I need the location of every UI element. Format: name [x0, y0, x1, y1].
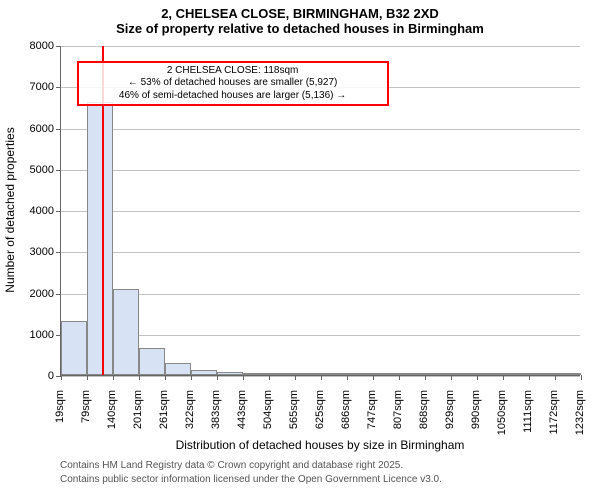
- footer-copyright-1: Contains HM Land Registry data © Crown c…: [60, 460, 403, 471]
- y-axis-label: Number of detached properties: [3, 100, 17, 320]
- histogram-bar: [529, 373, 555, 375]
- xtick-label: 686sqm: [340, 390, 352, 440]
- ytick-mark: [56, 294, 61, 295]
- annotation-line1: 2 CHELSEA CLOSE: 118sqm: [85, 65, 381, 78]
- chart-title-line2: Size of property relative to detached ho…: [0, 21, 600, 40]
- xtick-mark: [165, 375, 166, 380]
- xtick-label: 1172sqm: [548, 390, 560, 440]
- xtick-label: 1111sqm: [522, 390, 534, 440]
- xtick-label: 322sqm: [184, 390, 196, 440]
- histogram-bar: [503, 373, 529, 375]
- histogram-bar: [347, 373, 373, 375]
- histogram-bar: [321, 373, 347, 375]
- histogram-bar: [477, 373, 503, 375]
- xtick-mark: [61, 375, 62, 380]
- ytick-label: 8000: [30, 40, 54, 52]
- xtick-label: 504sqm: [262, 390, 274, 440]
- ytick-label: 7000: [30, 81, 54, 93]
- histogram-bar: [451, 373, 477, 375]
- ytick-mark: [56, 87, 61, 88]
- xtick-mark: [503, 375, 504, 380]
- xtick-mark: [217, 375, 218, 380]
- xtick-mark: [581, 375, 582, 380]
- annotation-line2: ← 53% of detached houses are smaller (5,…: [85, 77, 381, 90]
- xtick-label: 747sqm: [366, 390, 378, 440]
- histogram-bar: [113, 289, 139, 375]
- gridline: [61, 170, 580, 171]
- xtick-label: 19sqm: [54, 390, 66, 440]
- xtick-mark: [295, 375, 296, 380]
- xtick-mark: [243, 375, 244, 380]
- plot-area: 2 CHELSEA CLOSE: 118sqm← 53% of detached…: [60, 46, 580, 376]
- xtick-mark: [399, 375, 400, 380]
- xtick-mark: [425, 375, 426, 380]
- xtick-mark: [451, 375, 452, 380]
- xtick-label: 929sqm: [444, 390, 456, 440]
- footer-copyright-2: Contains public sector information licen…: [60, 474, 442, 485]
- xtick-label: 625sqm: [314, 390, 326, 440]
- ytick-label: 3000: [30, 246, 54, 258]
- histogram-bar: [61, 321, 87, 375]
- xtick-label: 807sqm: [392, 390, 404, 440]
- x-axis-label: Distribution of detached houses by size …: [60, 438, 580, 452]
- ytick-label: 0: [48, 370, 54, 382]
- xtick-mark: [477, 375, 478, 380]
- xtick-mark: [529, 375, 530, 380]
- histogram-bar: [399, 373, 425, 375]
- xtick-mark: [139, 375, 140, 380]
- histogram-bar: [87, 102, 113, 375]
- ytick-label: 1000: [30, 329, 54, 341]
- histogram-bar: [165, 363, 191, 375]
- xtick-mark: [87, 375, 88, 380]
- gridline: [61, 46, 580, 47]
- histogram-bar: [139, 348, 165, 375]
- histogram-bar: [217, 372, 243, 375]
- ytick-mark: [56, 46, 61, 47]
- xtick-label: 79sqm: [80, 390, 92, 440]
- xtick-label: 868sqm: [418, 390, 430, 440]
- ytick-mark: [56, 211, 61, 212]
- chart-container: 2, CHELSEA CLOSE, BIRMINGHAM, B32 2XD Si…: [0, 0, 600, 500]
- gridline: [61, 129, 580, 130]
- xtick-label: 261sqm: [158, 390, 170, 440]
- xtick-label: 565sqm: [288, 390, 300, 440]
- annotation-box: 2 CHELSEA CLOSE: 118sqm← 53% of detached…: [77, 61, 389, 107]
- histogram-bar: [373, 373, 399, 375]
- xtick-mark: [373, 375, 374, 380]
- xtick-label: 990sqm: [470, 390, 482, 440]
- xtick-label: 1050sqm: [496, 390, 508, 440]
- xtick-mark: [347, 375, 348, 380]
- ytick-mark: [56, 252, 61, 253]
- histogram-bar: [243, 373, 269, 375]
- xtick-mark: [321, 375, 322, 380]
- ytick-label: 2000: [30, 288, 54, 300]
- annotation-line3: 46% of semi-detached houses are larger (…: [85, 90, 381, 103]
- histogram-bar: [191, 370, 217, 375]
- xtick-label: 443sqm: [236, 390, 248, 440]
- ytick-mark: [56, 170, 61, 171]
- gridline: [61, 211, 580, 212]
- xtick-label: 201sqm: [132, 390, 144, 440]
- gridline: [61, 252, 580, 253]
- ytick-label: 5000: [30, 164, 54, 176]
- xtick-label: 1232sqm: [574, 390, 586, 440]
- xtick-label: 383sqm: [210, 390, 222, 440]
- xtick-mark: [113, 375, 114, 380]
- xtick-mark: [191, 375, 192, 380]
- xtick-mark: [269, 375, 270, 380]
- ytick-label: 4000: [30, 205, 54, 217]
- histogram-bar: [295, 373, 321, 375]
- xtick-label: 140sqm: [106, 390, 118, 440]
- histogram-bar: [269, 373, 295, 375]
- xtick-mark: [555, 375, 556, 380]
- chart-title-line1: 2, CHELSEA CLOSE, BIRMINGHAM, B32 2XD: [0, 0, 600, 21]
- histogram-bar: [425, 373, 451, 375]
- ytick-mark: [56, 129, 61, 130]
- histogram-bar: [555, 373, 581, 375]
- ytick-label: 6000: [30, 123, 54, 135]
